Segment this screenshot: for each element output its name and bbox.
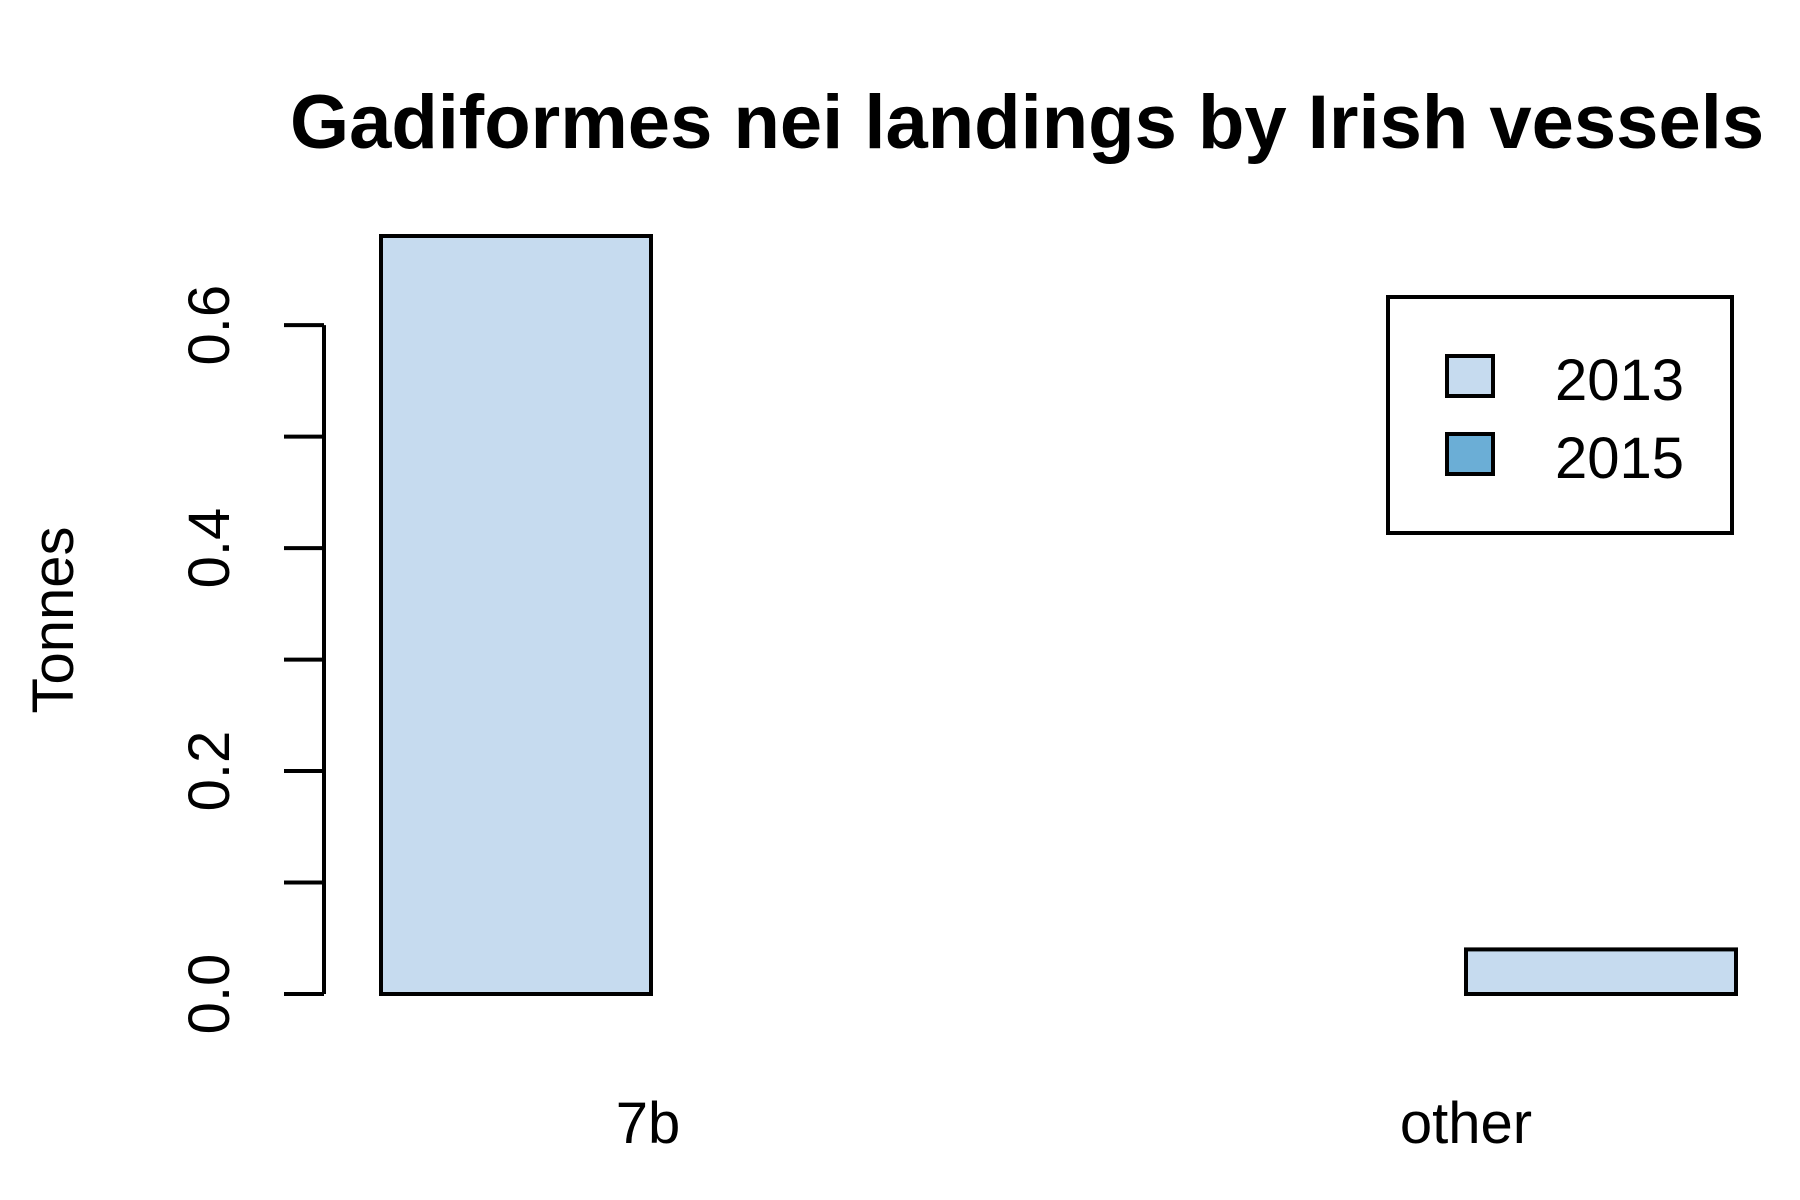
y-tick-label-0: 0.0 xyxy=(177,954,242,1035)
legend: 2013 2015 xyxy=(1386,295,1734,535)
y-tick-label-0-4: 0.4 xyxy=(177,508,242,589)
category-label-other: other xyxy=(1400,1091,1532,1156)
x-axis-labels: 7b other xyxy=(616,1091,1532,1156)
y-axis-title: Tonnes xyxy=(21,526,86,713)
category-label-7b: 7b xyxy=(616,1091,681,1156)
bars-group xyxy=(379,234,1738,996)
legend-swatch-2013 xyxy=(1445,354,1495,398)
legend-label-2015: 2015 xyxy=(1555,426,1684,491)
legend-swatch-2015 xyxy=(1445,432,1495,476)
y-tick-label-0-2: 0.2 xyxy=(177,731,242,812)
chart-title: Gadiformes nei landings by Irish vessels xyxy=(290,80,1764,165)
y-axis: 0.0 0.2 0.4 0.6 xyxy=(177,285,326,1035)
legend-label-2013: 2013 xyxy=(1555,348,1684,413)
y-tick-label-0-6: 0.6 xyxy=(177,285,242,366)
legend-box xyxy=(1386,295,1734,535)
bar-other-2015 xyxy=(1464,947,1738,996)
bar-7b-2013 xyxy=(379,234,653,996)
